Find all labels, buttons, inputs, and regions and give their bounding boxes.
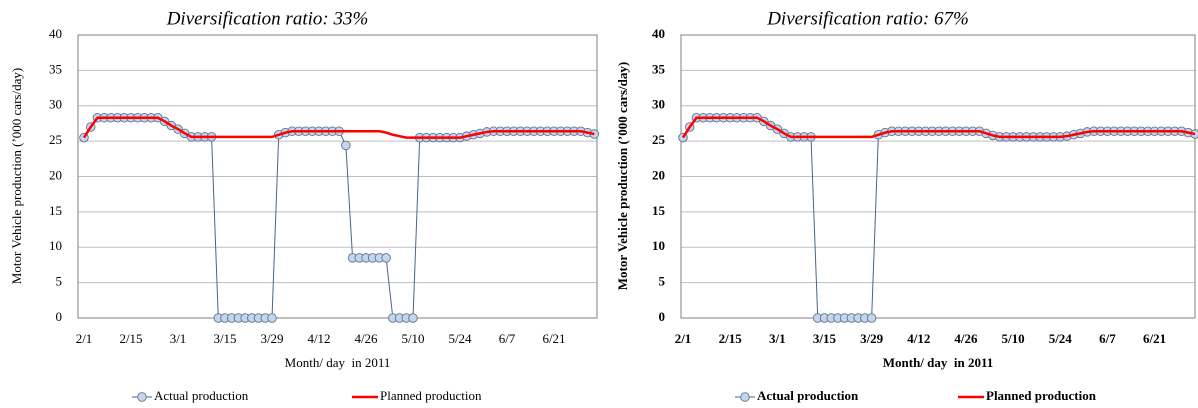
y-tick-label: 0 bbox=[56, 309, 63, 324]
legend-text: Actual production bbox=[757, 388, 859, 403]
y-tick-label: 10 bbox=[49, 238, 62, 253]
x-tick-label: 4/12 bbox=[907, 331, 930, 346]
chart-title: Diversification ratio: 33% bbox=[166, 8, 369, 29]
x-tick-label: 4/26 bbox=[354, 331, 378, 346]
y-tick-label: 30 bbox=[652, 97, 665, 112]
x-tick-label: 6/21 bbox=[542, 331, 565, 346]
x-tick-label: 5/10 bbox=[401, 331, 424, 346]
y-tick-label: 5 bbox=[659, 274, 666, 289]
data-point bbox=[341, 140, 351, 151]
legend-swatch bbox=[137, 392, 147, 402]
x-tick-label: 3/29 bbox=[860, 331, 884, 346]
x-axis-title: Month/ day in 2011 bbox=[883, 355, 994, 370]
y-tick-label: 20 bbox=[49, 167, 62, 182]
x-tick-label: 2/15 bbox=[119, 331, 142, 346]
data-point bbox=[267, 313, 277, 323]
y-tick-label: 25 bbox=[652, 132, 666, 147]
series-line bbox=[682, 117, 1196, 319]
plot-frame bbox=[77, 34, 598, 319]
y-tick-label: 10 bbox=[652, 238, 665, 253]
y-tick-label: 25 bbox=[49, 132, 62, 147]
x-tick-label: 4/12 bbox=[307, 331, 330, 346]
y-tick-label: 35 bbox=[49, 61, 62, 76]
x-tick-label: 3/29 bbox=[260, 331, 283, 346]
x-axis-title: Month/ day in 2011 bbox=[285, 355, 391, 370]
x-tick-label: 6/21 bbox=[1143, 331, 1166, 346]
y-tick-label: 30 bbox=[49, 97, 62, 112]
y-axis-title: Motor Vehicle production (’000 cars/day) bbox=[615, 62, 630, 290]
y-tick-label: 5 bbox=[56, 274, 63, 289]
chart: Diversification ratio: 67% 0 5 10 15 20 25 30 35… bbox=[615, 8, 1198, 403]
data-point bbox=[381, 253, 391, 263]
x-tick-label: 3/15 bbox=[213, 331, 236, 346]
y-tick-label: 40 bbox=[49, 26, 62, 41]
chart: Diversification ratio: 33% 0 5 10 15 20 25 30 35… bbox=[9, 8, 600, 403]
x-tick-label: 5/10 bbox=[1002, 331, 1025, 346]
series-line bbox=[681, 116, 1196, 139]
legend-text: Planned production bbox=[380, 388, 482, 403]
legend-swatch bbox=[740, 392, 750, 402]
series-line bbox=[83, 117, 595, 319]
y-tick-label: 15 bbox=[652, 203, 666, 218]
data-point bbox=[866, 313, 877, 323]
y-axis-title: Motor Vehicle production (’000 cars/day) bbox=[9, 68, 24, 284]
x-tick-label: 5/24 bbox=[1049, 331, 1073, 346]
chart-title: Diversification ratio: 67% bbox=[766, 8, 969, 29]
legend-text: Actual production bbox=[154, 388, 249, 403]
series-line bbox=[82, 116, 595, 139]
y-tick-label: 15 bbox=[49, 203, 62, 218]
data-point bbox=[408, 313, 418, 323]
x-tick-label: 5/24 bbox=[448, 331, 472, 346]
x-tick-label: 3/1 bbox=[170, 331, 187, 346]
y-tick-label: 35 bbox=[652, 61, 666, 76]
x-tick-label: 4/26 bbox=[954, 331, 978, 346]
x-tick-label: 3/15 bbox=[813, 331, 837, 346]
plot-frame bbox=[680, 34, 1196, 319]
x-tick-label: 6/7 bbox=[499, 331, 516, 346]
x-tick-label: 2/1 bbox=[76, 331, 93, 346]
legend-text: Planned production bbox=[986, 388, 1097, 403]
y-tick-label: 20 bbox=[652, 167, 665, 182]
x-tick-label: 6/7 bbox=[1099, 331, 1116, 346]
x-tick-label: 2/15 bbox=[719, 331, 743, 346]
x-tick-label: 2/1 bbox=[675, 331, 692, 346]
y-tick-label: 0 bbox=[659, 309, 666, 324]
y-tick-label: 40 bbox=[652, 26, 665, 41]
x-tick-label: 3/1 bbox=[769, 331, 786, 346]
